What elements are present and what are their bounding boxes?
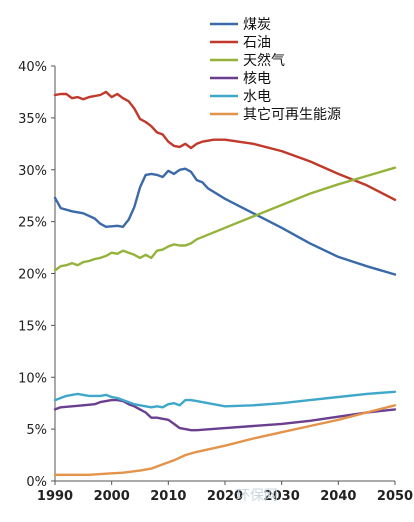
x-tick-label: 2030 bbox=[264, 489, 300, 504]
series-line-3 bbox=[53, 398, 397, 432]
y-tick-label: 5% bbox=[26, 423, 47, 438]
series-line-5 bbox=[53, 404, 397, 476]
series-line-1 bbox=[53, 90, 397, 201]
x-tick-label: 2020 bbox=[207, 489, 243, 504]
series-line-0 bbox=[53, 167, 397, 276]
y-tick-label: 40% bbox=[18, 60, 47, 75]
series-line-2 bbox=[53, 166, 397, 272]
y-tick-label: 10% bbox=[18, 371, 47, 386]
legend-label: 其它可再生能源 bbox=[243, 106, 341, 123]
y-tick-label: 20% bbox=[18, 268, 47, 283]
x-tick-label: 2000 bbox=[94, 489, 130, 504]
x-tick-label: 2040 bbox=[320, 489, 356, 504]
series-line-4 bbox=[53, 390, 397, 409]
watermark-text: 环保网 bbox=[236, 488, 278, 504]
legend-label: 石油 bbox=[243, 35, 271, 51]
series-layer bbox=[53, 90, 397, 476]
legend-label: 天然气 bbox=[243, 52, 285, 69]
legend-label: 核电 bbox=[243, 71, 271, 87]
axes: 0% 5% 10% 15% 20% 25% 30% 35% 40% 1990 2000 2010 202… bbox=[18, 60, 413, 504]
x-tick-label: 1990 bbox=[37, 489, 73, 504]
y-tick-label: 30% bbox=[18, 164, 47, 179]
y-tick-label: 25% bbox=[18, 216, 47, 231]
y-tick-label: 15% bbox=[18, 319, 47, 334]
legend-label: 煤炭 bbox=[243, 17, 271, 33]
y-tick-label: 35% bbox=[18, 112, 47, 127]
x-tick-label: 2050 bbox=[377, 489, 413, 504]
y-tick-label: 0% bbox=[26, 475, 47, 490]
x-tick-label: 2010 bbox=[150, 489, 186, 504]
legend-label: 水电 bbox=[243, 89, 271, 105]
